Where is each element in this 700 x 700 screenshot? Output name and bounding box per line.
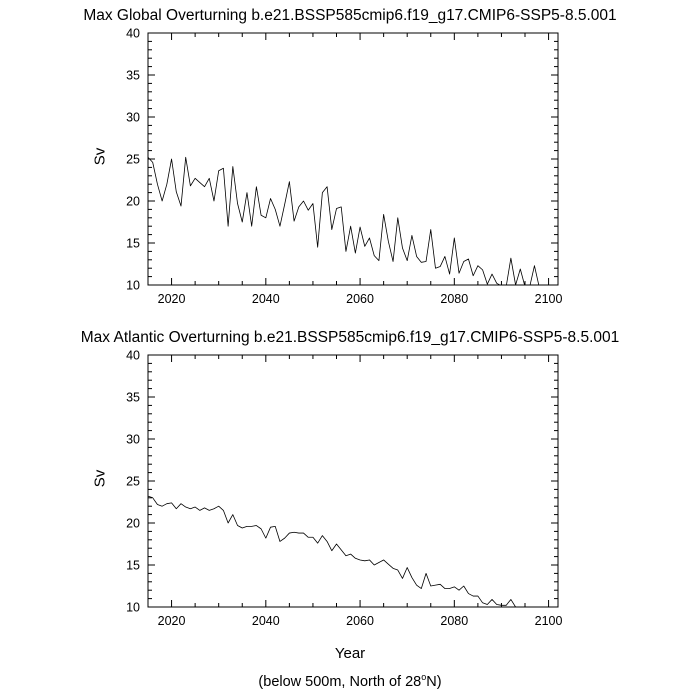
x-axis-title: Year	[334, 645, 366, 662]
bottom-y-tick-label: 40	[126, 349, 140, 363]
bottom-y-tick-label: 25	[126, 475, 140, 489]
top-y-axis-label: Sv	[91, 147, 109, 166]
bottom-x-tick-label: 2080	[440, 614, 468, 628]
bottom-series-line	[148, 495, 516, 607]
top-x-tick-label: 2080	[440, 292, 468, 306]
bottom-chart-title: Max Atlantic Overturning b.e21.BSSP585cm…	[80, 329, 620, 346]
top-x-tick-label: 2100	[535, 292, 563, 306]
top-y-tick-label: 25	[126, 153, 140, 167]
footnote-degree: o	[421, 672, 427, 682]
bottom-y-tick-label: 10	[126, 601, 140, 615]
bottom-y-tick-label: 30	[126, 433, 140, 447]
top-x-tick-label: 2060	[346, 292, 374, 306]
top-plot-frame	[147, 32, 559, 286]
top-y-tick-label: 30	[126, 111, 140, 125]
bottom-x-tick-label: 2060	[346, 614, 374, 628]
top-y-tick-label: 20	[126, 195, 140, 209]
top-x-tick-label: 2020	[158, 292, 186, 306]
bottom-plot-frame	[147, 354, 559, 608]
bottom-x-tick-label: 2100	[535, 614, 563, 628]
top-y-tick-label: 35	[126, 69, 140, 83]
top-y-tick-label: 10	[126, 279, 140, 293]
bottom-x-tick-label: 2020	[158, 614, 186, 628]
top-series-line	[148, 156, 540, 285]
footnote: (below 500m, North of 28oN)	[0, 672, 700, 690]
bottom-y-axis-label: Sv	[91, 469, 109, 488]
bottom-x-tick-label: 2040	[252, 614, 280, 628]
footnote-prefix: (below 500m, North of 28	[258, 673, 422, 690]
bottom-y-tick-label: 15	[126, 559, 140, 573]
top-y-tick-label: 40	[126, 27, 140, 41]
bottom-y-tick-label: 35	[126, 391, 140, 405]
top-chart-title: Max Global Overturning b.e21.BSSP585cmip…	[83, 7, 617, 24]
top-x-tick-label: 2040	[252, 292, 280, 306]
top-y-tick-label: 15	[126, 237, 140, 251]
footnote-suffix: N)	[426, 673, 442, 690]
bottom-y-tick-label: 20	[126, 517, 140, 531]
